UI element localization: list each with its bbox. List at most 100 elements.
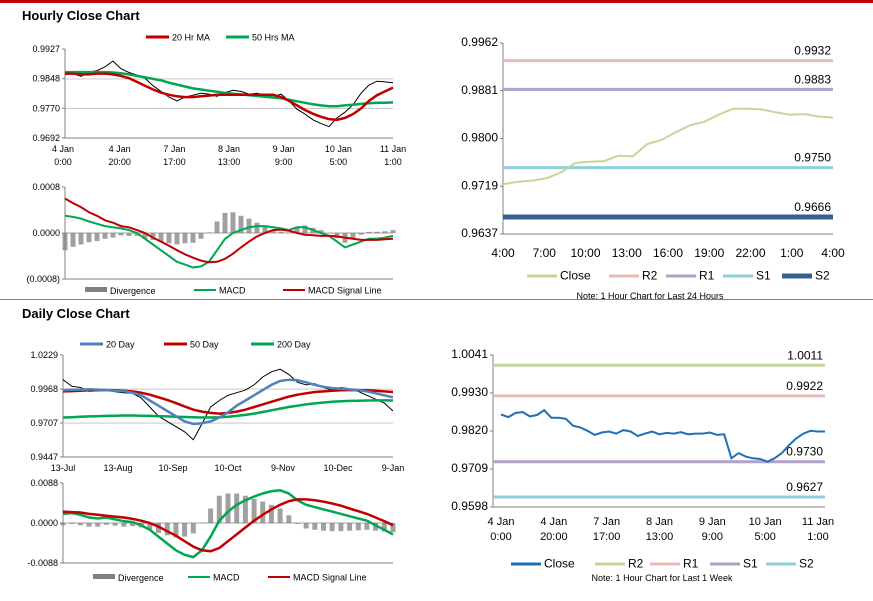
hourly-levels-note: Note: 1 Hour Chart for Last 24 Hours: [576, 291, 724, 301]
hourly-levels-ytick-label: 0.9719: [461, 178, 498, 192]
hourly-price-xtick-date: 7 Jan: [163, 144, 185, 154]
daily-macd-ytick-label: 0.0088: [30, 478, 58, 488]
daily-divergence-bar: [295, 523, 300, 524]
hourly-divergence-bar: [366, 231, 372, 233]
daily-price-ytick-label: 0.9968: [30, 384, 58, 394]
daily-divergence-bar: [390, 523, 396, 533]
hourly-price-xtick-time: 5:00: [330, 157, 348, 167]
hourly-price-xtick-date: 4 Jan: [52, 144, 74, 154]
hourly-levels-ytick-label: 0.9637: [461, 226, 498, 240]
hourly-levels-xtick: 19:00: [694, 246, 724, 260]
hourly-price-xtick-date: 9 Jan: [273, 144, 295, 154]
hourly-price-xtick-date: 10 Jan: [325, 144, 352, 154]
daily-signal-legend-label: MACD Signal Line: [293, 573, 367, 583]
daily-levels-xtick-date: 4 Jan: [488, 516, 515, 528]
hourly-levels-xtick: 7:00: [533, 246, 557, 260]
hourly-levels-xtick: 1:00: [780, 246, 804, 260]
daily-divergence-bar: [242, 495, 248, 523]
hourly-level-s1-label: 0.9750: [794, 151, 831, 165]
daily-macd-line: [62, 489, 394, 559]
daily-levels-s2-legend-label: S2: [799, 557, 814, 571]
hourly-20hr-ma-line: [65, 72, 394, 122]
hourly-levels-close-legend-label: Close: [560, 269, 591, 283]
hourly-divergence-bar: [94, 233, 100, 242]
daily-levels-xtick-time: 13:00: [646, 531, 674, 543]
daily-200day-legend-label: 200 Day: [277, 340, 311, 350]
hourly-macd-legend-label: MACD: [219, 286, 246, 296]
hourly-divergence-bar: [206, 232, 212, 233]
daily-levels-r1-legend-label: R1: [683, 557, 699, 571]
daily-divergence-bar: [225, 493, 231, 523]
daily-divergence-bar: [277, 508, 283, 523]
daily-levels-xtick-date: 10 Jan: [749, 516, 782, 528]
hourly-price-xtick-date: 11 Jan: [380, 144, 406, 154]
daily-price-xtick: 13-Jul: [51, 463, 76, 473]
daily-divergence-bar: [95, 523, 101, 527]
hourly-price-ytick-label: 0.9692: [32, 133, 60, 143]
hourly-divergence-bar: [302, 225, 308, 233]
hourly-price-xtick-time: 0:00: [54, 157, 72, 167]
daily-divergence-bar: [251, 498, 257, 523]
daily-price-ytick-label: 1.0229: [30, 350, 58, 360]
daily-price-line: [62, 368, 394, 441]
hourly-levels-ytick-label: 0.9962: [461, 35, 498, 49]
hourly-50hr-ma-line: [65, 70, 394, 108]
hourly-divergence-bar: [182, 233, 188, 244]
daily-divergence-bar: [208, 508, 214, 523]
daily-divergence-legend-swatch: [93, 574, 115, 579]
top-accent-line: [0, 0, 873, 3]
hourly-price-ytick-label: 0.9770: [32, 103, 60, 113]
hourly-levels-ytick-label: 0.9881: [461, 83, 498, 97]
hourly-macd-ytick-label: (0.0008): [26, 274, 60, 284]
daily-divergence-bar: [286, 515, 292, 523]
hourly-levels-xtick: 13:00: [612, 246, 642, 260]
daily-divergence-bar: [234, 493, 240, 523]
hourly-price-xtick-time: 9:00: [275, 157, 293, 167]
daily-divergence-bar: [173, 523, 179, 538]
hourly-50hr-ma-legend-label: 50 Hrs MA: [252, 33, 295, 43]
daily-divergence-bar: [121, 523, 127, 527]
hourly-levels-s1-legend-label: S1: [756, 269, 771, 283]
hourly-price-xtick-time: 1:00: [384, 157, 402, 167]
hourly-price-line: [64, 60, 394, 128]
hourly-divergence-bar: [326, 233, 332, 234]
hourly-divergence-bar: [174, 233, 180, 245]
hourly-divergence-bar: [78, 233, 84, 245]
daily-level-r1-label: 0.9922: [786, 379, 823, 393]
hourly-divergence-bar: [358, 233, 364, 235]
daily-levels-note: Note: 1 Hour Chart for Last 1 Week: [592, 573, 733, 583]
hourly-level-r2-label: 0.9932: [794, 44, 831, 58]
hourly-divergence-bar: [222, 212, 228, 233]
daily-macd-ytick-label: -0.0088: [27, 558, 58, 568]
hourly-divergence-bar: [318, 230, 324, 233]
hourly-levels-xtick: 22:00: [735, 246, 765, 260]
hourly-levels-ytick-label: 0.9800: [461, 131, 498, 145]
daily-divergence-bar: [260, 501, 266, 523]
hourly-divergence-bar: [246, 218, 252, 233]
hourly-macd-ytick-label: 0.0000: [32, 228, 60, 238]
hourly-divergence-bar: [158, 233, 164, 242]
daily-price-xtick: 10-Dec: [323, 463, 353, 473]
daily-divergence-bar: [347, 523, 353, 531]
daily-20day-line: [62, 378, 394, 426]
hourly-divergence-bar: [166, 233, 172, 244]
daily-divergence-legend-label: Divergence: [118, 573, 164, 583]
hourly-macd-ytick-label: 0.0008: [32, 182, 60, 192]
hourly-level-r1-label: 0.9883: [794, 72, 831, 86]
hourly-price-xtick-date: 4 Jan: [109, 144, 131, 154]
hourly-divergence-bar: [198, 233, 204, 239]
hourly-divergence-bar: [254, 222, 260, 233]
hourly-divergence-bar: [190, 233, 196, 243]
daily-price-xtick: 9-Jan: [382, 463, 405, 473]
hourly-price-xtick-time: 13:00: [218, 157, 241, 167]
hourly-macd-line: [64, 214, 394, 269]
daily-price-xtick: 10-Sep: [158, 463, 187, 473]
hourly-levels-xtick: 10:00: [570, 246, 600, 260]
daily-200day-line: [62, 399, 394, 419]
daily-divergence-bar: [355, 523, 361, 531]
daily-close-line: [500, 408, 825, 463]
daily-levels-s1-legend-label: S1: [743, 557, 758, 571]
hourly-divergence-bar: [294, 227, 300, 234]
daily-levels-close-legend-label: Close: [544, 557, 575, 571]
hourly-levels-xtick: 4:00: [491, 246, 515, 260]
